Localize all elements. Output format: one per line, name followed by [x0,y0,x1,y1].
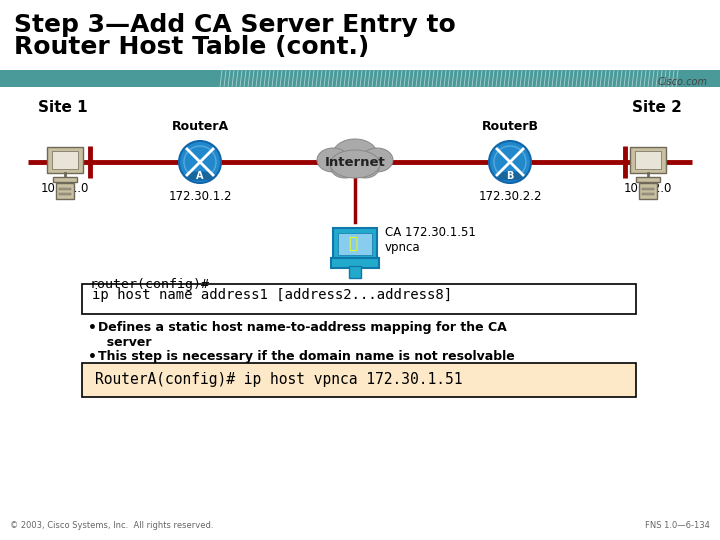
Text: RouterA(config)# ip host vpnca 172.30.1.51: RouterA(config)# ip host vpnca 172.30.1.… [95,372,462,387]
FancyBboxPatch shape [333,228,377,260]
Ellipse shape [330,150,380,178]
Ellipse shape [361,148,393,172]
Text: Site 2: Site 2 [632,100,682,115]
Text: This step is necessary if the domain name is not resolvable: This step is necessary if the domain nam… [98,350,515,363]
FancyBboxPatch shape [56,183,74,199]
Ellipse shape [351,158,379,178]
FancyBboxPatch shape [642,188,654,190]
Text: B: B [506,171,513,181]
FancyBboxPatch shape [636,177,660,182]
Text: 172.30.1.2: 172.30.1.2 [168,190,232,203]
Text: A: A [197,171,204,181]
FancyBboxPatch shape [59,188,71,190]
FancyBboxPatch shape [639,183,657,199]
FancyBboxPatch shape [52,151,78,169]
Text: server: server [98,336,151,349]
Text: ⚿: ⚿ [348,237,358,252]
Ellipse shape [331,158,359,178]
FancyBboxPatch shape [349,266,361,278]
Text: •: • [88,350,97,364]
FancyBboxPatch shape [82,363,636,397]
FancyBboxPatch shape [642,193,654,195]
Text: Site 1: Site 1 [38,100,88,115]
Text: Router Host Table (cont.): Router Host Table (cont.) [14,35,369,59]
Circle shape [489,141,531,183]
Text: vpnca: vpnca [385,240,420,253]
Text: RouterA: RouterA [171,120,228,133]
Text: 10.0.1.0: 10.0.1.0 [41,182,89,195]
Circle shape [179,141,221,183]
FancyBboxPatch shape [0,70,720,87]
Text: router(config)#: router(config)# [90,278,210,291]
Text: 172.30.2.2: 172.30.2.2 [478,190,541,203]
FancyBboxPatch shape [53,177,77,182]
Text: ip host name address1 [address2...address8]: ip host name address1 [address2...addres… [92,288,452,302]
Ellipse shape [317,148,349,172]
Ellipse shape [333,139,377,169]
Ellipse shape [186,172,214,180]
Text: 10.0.2.0: 10.0.2.0 [624,182,672,195]
Text: Defines a static host name-to-address mapping for the CA: Defines a static host name-to-address ma… [98,321,507,334]
Text: RouterB: RouterB [482,120,539,133]
FancyBboxPatch shape [82,284,636,314]
Ellipse shape [496,172,524,180]
Text: FNS 1.0—6-134: FNS 1.0—6-134 [645,521,710,530]
FancyBboxPatch shape [338,233,372,255]
Text: CA 172.30.1.51: CA 172.30.1.51 [385,226,476,239]
Text: Internet: Internet [325,156,385,168]
Text: •: • [88,321,97,335]
FancyBboxPatch shape [630,147,666,173]
FancyBboxPatch shape [47,147,83,173]
Text: Step 3—Add CA Server Entry to: Step 3—Add CA Server Entry to [14,13,456,37]
FancyBboxPatch shape [59,193,71,195]
FancyBboxPatch shape [635,151,661,169]
Text: © 2003, Cisco Systems, Inc.  All rights reserved.: © 2003, Cisco Systems, Inc. All rights r… [10,521,214,530]
FancyBboxPatch shape [331,258,379,268]
Text: Cisco.com: Cisco.com [658,77,708,87]
